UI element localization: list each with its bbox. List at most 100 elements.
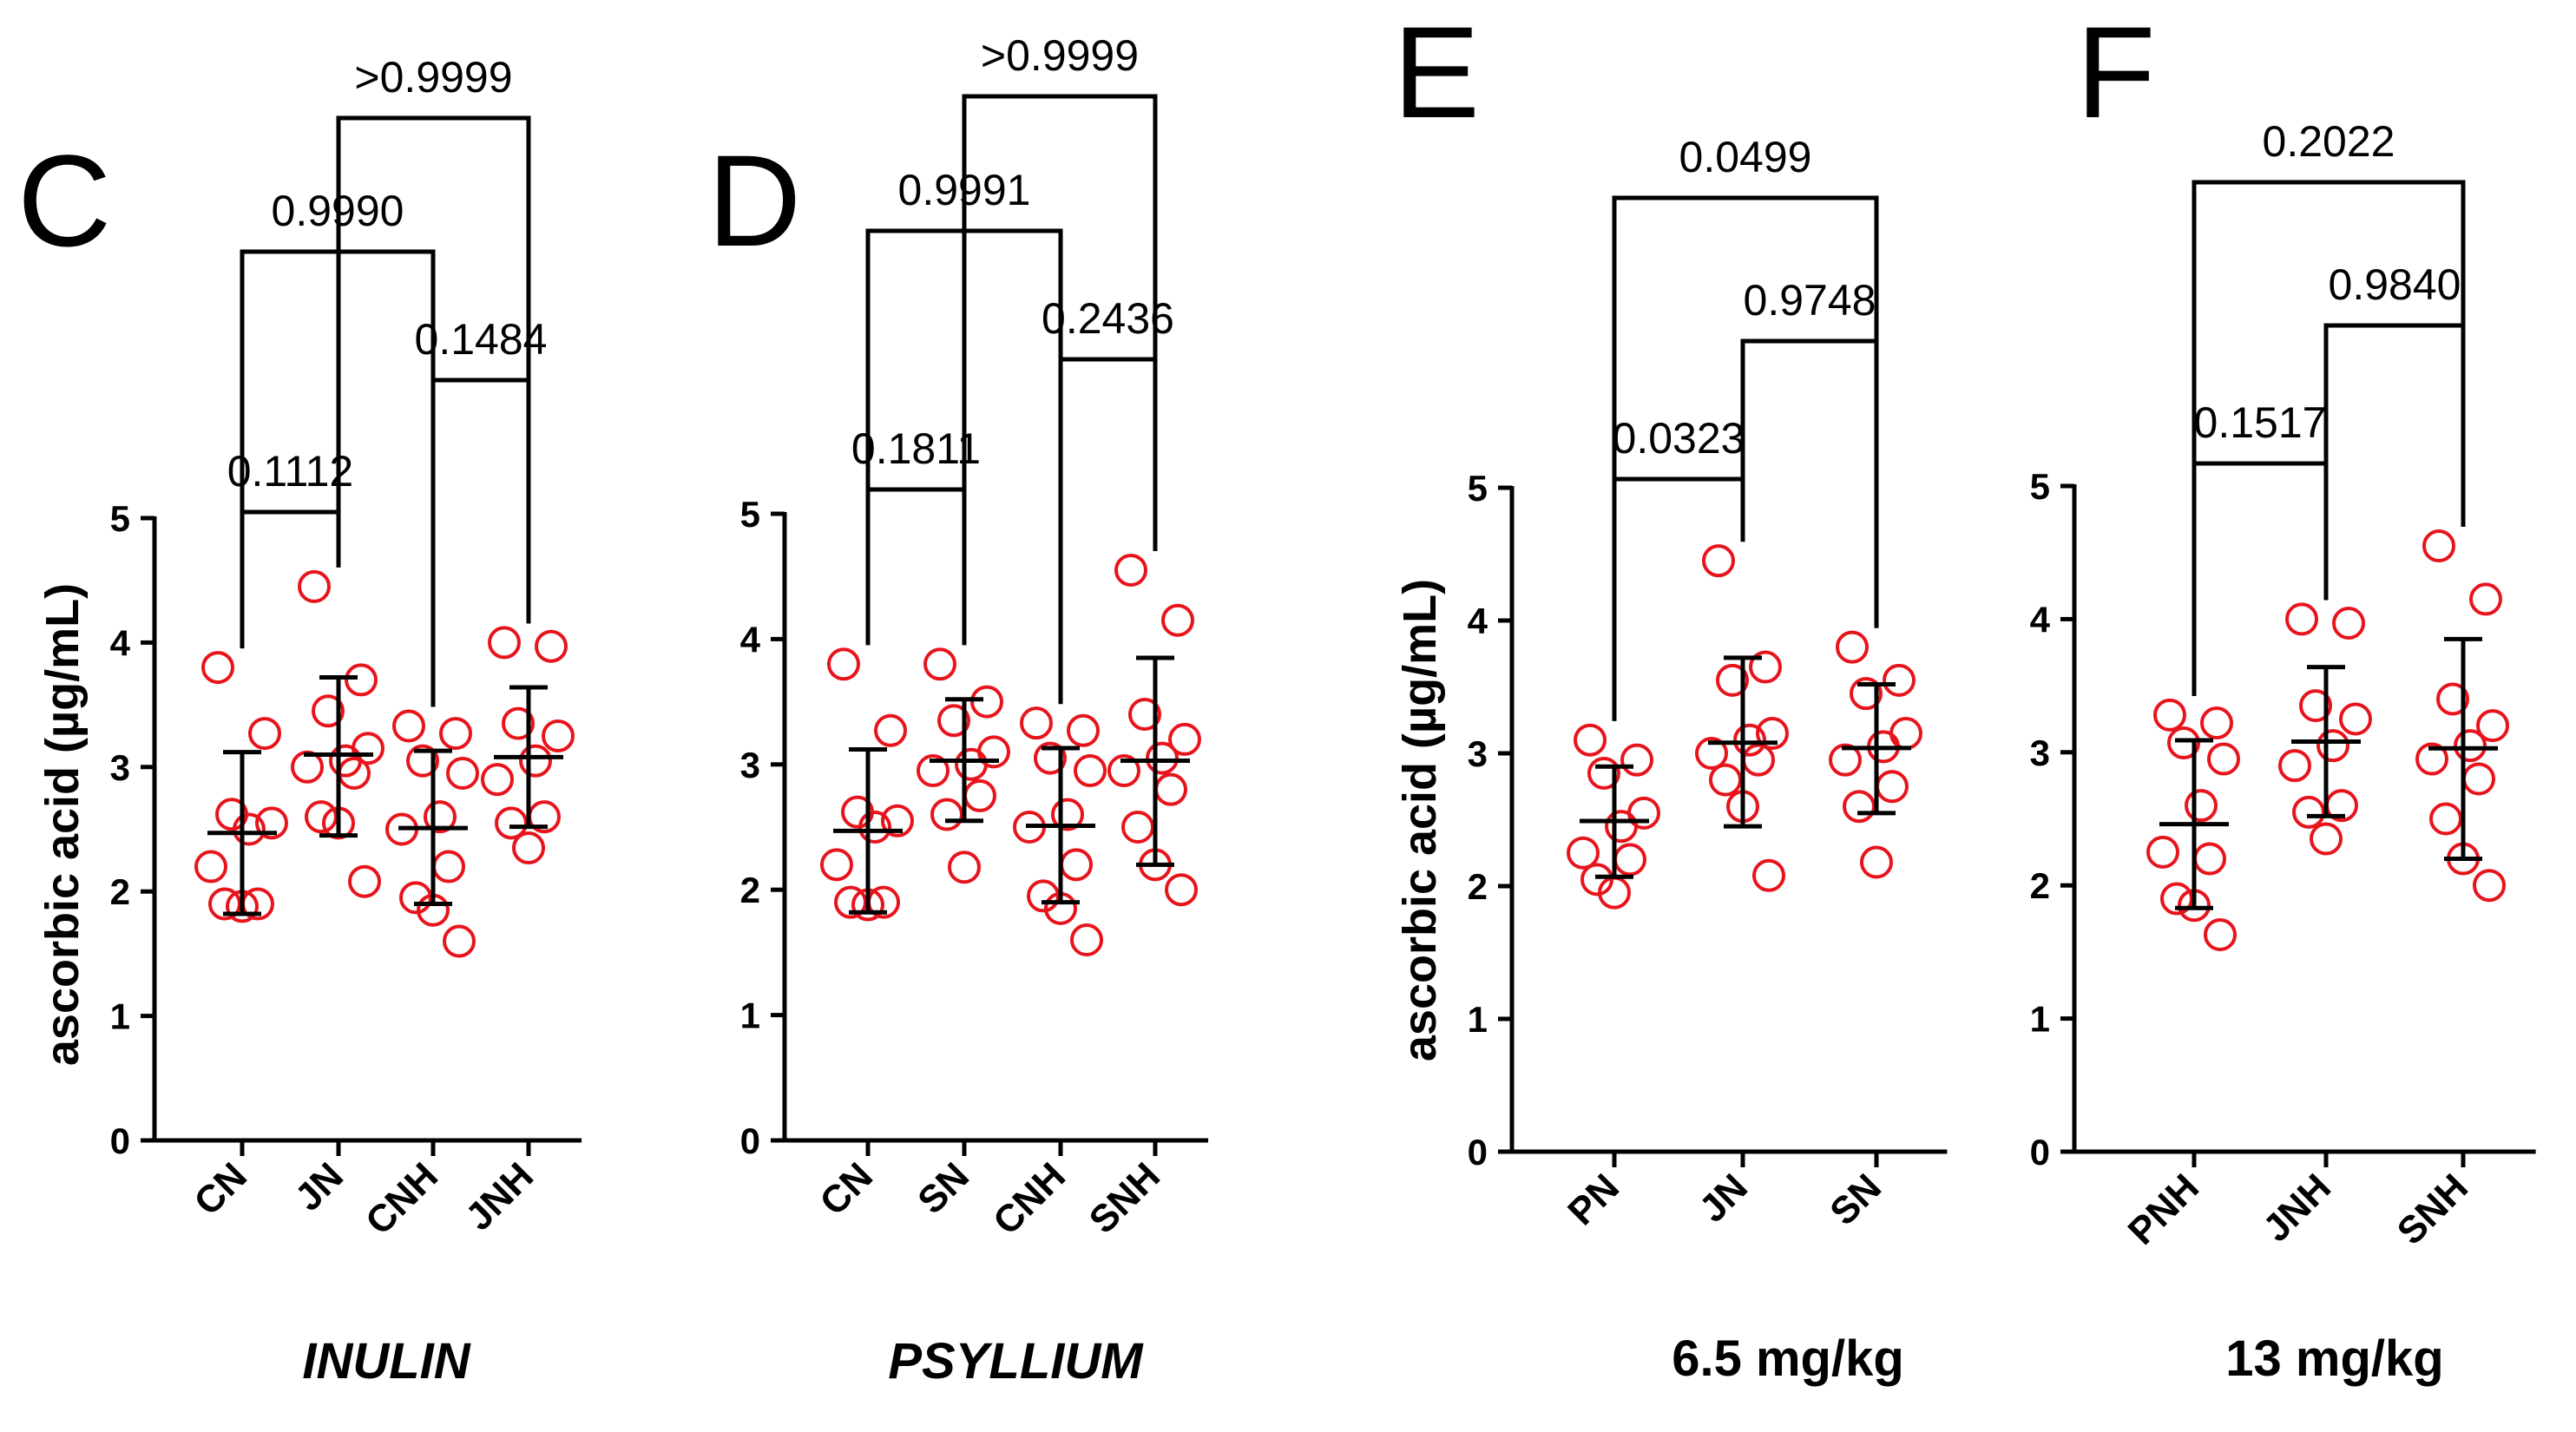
data-point	[208, 887, 241, 921]
data-point	[1695, 737, 1728, 770]
data-point	[2316, 729, 2349, 763]
data-point	[201, 651, 234, 685]
data-point	[348, 864, 381, 898]
data-point	[439, 717, 472, 751]
x-tick-label: CNH	[985, 1154, 1074, 1243]
data-point	[2415, 742, 2448, 776]
data-point	[917, 754, 950, 788]
panel-letter: C	[17, 128, 111, 273]
data-point	[2462, 762, 2495, 796]
y-tick-label: 4	[1468, 601, 1488, 641]
data-point	[1860, 845, 1893, 879]
data-point	[1070, 923, 1103, 956]
y-tick-label: 1	[2030, 999, 2050, 1040]
x-tick-label: SNH	[1081, 1154, 1168, 1241]
y-tick-label: 1	[1468, 999, 1488, 1040]
data-point	[955, 747, 988, 781]
data-point	[963, 778, 996, 812]
data-point	[1709, 763, 1742, 797]
data-point	[481, 763, 514, 797]
data-point	[1876, 770, 1909, 804]
x-tick-label: SNH	[2389, 1166, 2476, 1252]
comparison-bracket	[1058, 357, 1158, 705]
comparison-bracket	[1740, 338, 1879, 628]
y-tick-label: 0	[110, 1120, 130, 1161]
x-tick-label: JNH	[2255, 1166, 2339, 1250]
data-point	[1627, 796, 1660, 830]
y-tick-label: 3	[2030, 732, 2050, 773]
data-point	[2200, 706, 2233, 740]
data-point	[1020, 706, 1053, 740]
panel-sublabel: 6.5 mg/kg	[1672, 1330, 1904, 1387]
data-point	[502, 706, 535, 740]
data-point	[2207, 742, 2240, 776]
p-value-label: >0.9999	[981, 31, 1139, 80]
y-tick-label: 2	[740, 870, 760, 910]
y-tick-label: 3	[110, 747, 130, 788]
data-point	[2193, 842, 2226, 876]
data-point	[874, 713, 907, 747]
data-point	[443, 924, 476, 958]
data-point	[1850, 677, 1883, 711]
panel-letter: F	[2076, 0, 2156, 145]
data-point	[298, 569, 331, 603]
data-point	[1756, 717, 1789, 751]
data-point	[1074, 754, 1107, 788]
data-point	[2160, 882, 2193, 916]
data-point	[930, 798, 963, 831]
data-point	[827, 647, 860, 681]
y-tick-label: 3	[1468, 733, 1488, 774]
x-tick-label: JN	[287, 1154, 352, 1219]
data-point	[424, 800, 457, 834]
data-point	[858, 811, 891, 844]
data-point	[2204, 917, 2237, 951]
data-point	[820, 848, 853, 882]
p-value-label: 0.0499	[1679, 133, 1812, 181]
data-point	[2339, 702, 2372, 736]
p-value-label: 0.0323	[1613, 414, 1745, 463]
data-point	[1883, 663, 1916, 697]
data-point	[1154, 772, 1187, 806]
x-tick-label: CN	[186, 1154, 255, 1224]
data-point	[255, 806, 288, 840]
y-tick-label: 2	[110, 871, 130, 912]
y-tick-label: 0	[2030, 1132, 2050, 1173]
data-point	[2292, 795, 2325, 829]
data-point	[1716, 663, 1749, 697]
comparison-bracket	[962, 94, 1158, 646]
y-tick-label: 5	[110, 498, 130, 539]
data-point	[1165, 873, 1198, 907]
data-point	[535, 629, 568, 663]
data-point	[923, 647, 956, 681]
p-value-label: 0.1811	[851, 424, 981, 473]
data-point	[1051, 798, 1084, 831]
data-point	[1107, 754, 1140, 788]
data-point	[1161, 603, 1194, 637]
data-point	[1733, 723, 1766, 757]
comparison-bracket	[865, 487, 967, 646]
y-axis-label: ascorbic acid (µg/mL)	[36, 583, 89, 1066]
y-tick-label: 1	[740, 995, 760, 1036]
panel-sublabel: PSYLLIUM	[888, 1333, 1144, 1389]
data-point	[345, 663, 378, 697]
data-point	[194, 850, 227, 884]
data-point	[1128, 698, 1161, 732]
data-point	[1605, 810, 1638, 844]
data-point	[1567, 836, 1600, 870]
comparison-bracket	[1612, 476, 1745, 721]
y-tick-label: 3	[740, 745, 760, 785]
data-point	[1587, 756, 1620, 790]
y-tick-label: 4	[2030, 599, 2051, 640]
comparison-bracket	[2192, 461, 2329, 696]
data-point	[1613, 843, 1646, 877]
panel-letter: D	[707, 128, 801, 273]
data-point	[1114, 553, 1147, 587]
p-value-label: 0.9840	[2329, 260, 2461, 309]
data-point	[495, 806, 528, 840]
y-tick-label: 4	[740, 619, 761, 660]
data-point	[519, 744, 552, 778]
data-point	[2285, 602, 2318, 636]
